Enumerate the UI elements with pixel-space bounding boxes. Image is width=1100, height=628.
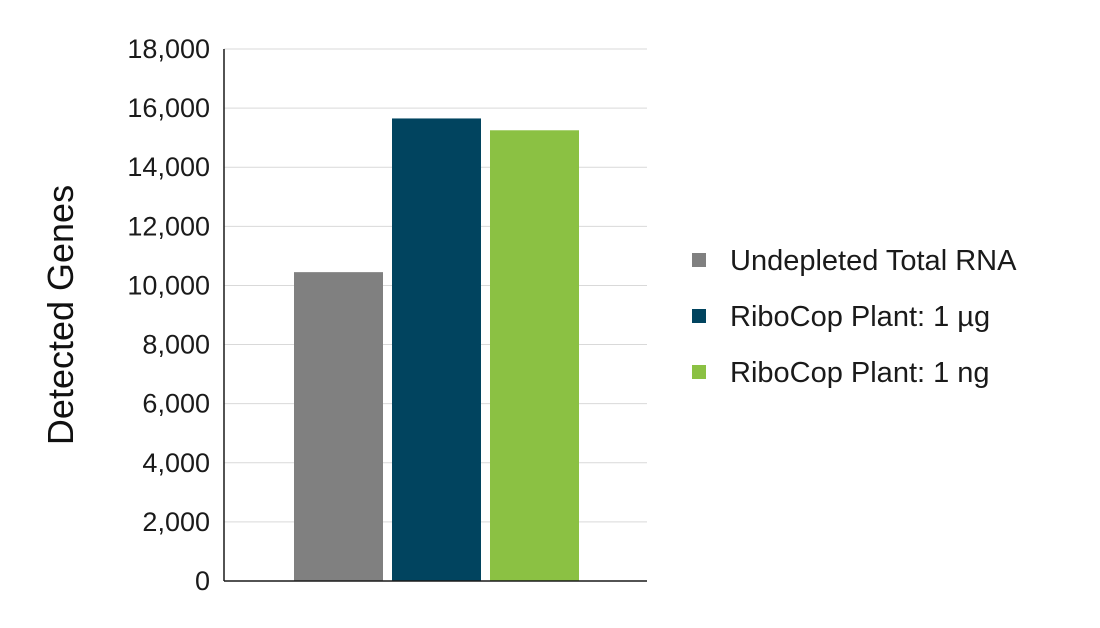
legend-label: RiboCop Plant: 1 µg (730, 301, 990, 333)
y-tick-label: 14,000 (127, 152, 210, 182)
bars (294, 118, 579, 581)
y-tick-label: 10,000 (127, 270, 210, 300)
y-tick-label: 18,000 (127, 34, 210, 64)
y-axis-title: Detected Genes (40, 185, 81, 445)
legend-swatch (692, 365, 706, 379)
y-tick-label: 2,000 (142, 507, 210, 537)
legend-label: RiboCop Plant: 1 ng (730, 357, 990, 389)
y-tick-label: 0 (195, 566, 210, 596)
y-tick-label: 12,000 (127, 211, 210, 241)
bar (294, 272, 383, 581)
legend-label: Undepleted Total RNA (730, 245, 1017, 277)
y-tick-label: 4,000 (142, 448, 210, 478)
axes (223, 49, 647, 582)
bar (490, 130, 579, 581)
legend: Undepleted Total RNA RiboCop Plant: 1 µg R… (692, 245, 1017, 389)
legend-swatch (692, 253, 706, 267)
legend-swatch (692, 309, 706, 323)
y-tick-labels: 0 2,000 4,000 6,000 8,000 10,000 12,000 14,000 1… (127, 34, 210, 596)
y-tick-label: 16,000 (127, 93, 210, 123)
y-tick-label: 6,000 (142, 389, 210, 419)
y-tick-label: 8,000 (142, 330, 210, 360)
bar (392, 118, 481, 581)
